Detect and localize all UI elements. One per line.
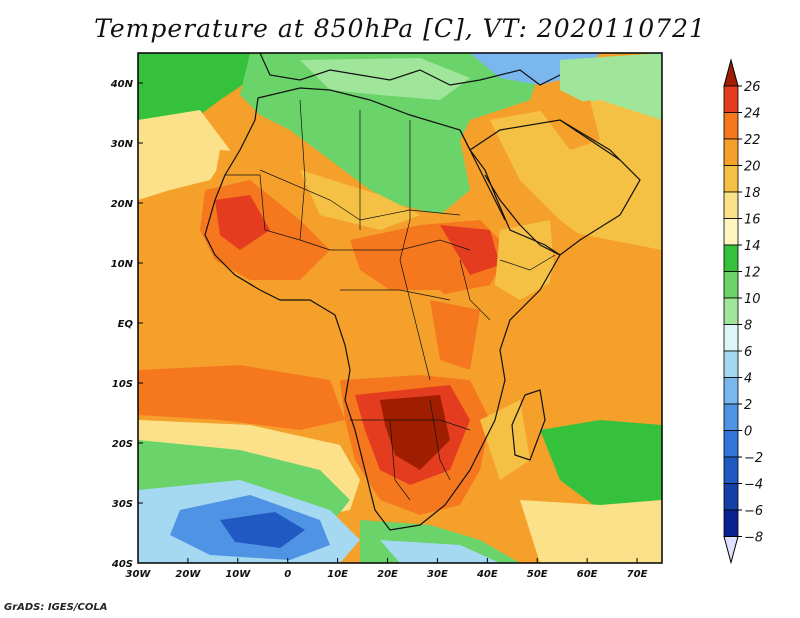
lon-tick-label: 10W <box>225 569 251 580</box>
colorbar-top-arrow <box>723 58 739 87</box>
colorbar-swatch <box>723 324 739 352</box>
lon-tick-label: 10E <box>327 569 348 580</box>
colorbar-swatch <box>723 218 739 246</box>
temperature-field-south-atlantic-deep-blue <box>220 512 305 548</box>
colorbar-label: 2 <box>744 398 752 413</box>
coastlines <box>204 53 641 531</box>
colorbar-label: 8 <box>744 319 752 334</box>
temperature-field-indian-ocean-mild <box>520 500 662 563</box>
europe-coastline <box>259 53 561 86</box>
colorbar-swatch <box>723 297 739 325</box>
grads-credit: GrADS: IGES/COLA <box>4 602 108 613</box>
colorbar-bottom-arrow <box>723 536 739 565</box>
lat-tick-label: 30S <box>112 499 133 510</box>
colorbar-swatch <box>723 191 739 219</box>
arabia-coastline <box>469 119 641 256</box>
colorbar-swatch <box>723 138 739 166</box>
madagascar-coastline <box>511 389 546 461</box>
colorbar-label: 14 <box>744 239 761 254</box>
colorbar-swatch <box>723 244 739 272</box>
lon-tick-label: 0 <box>284 569 291 580</box>
lat-tick-label: 40N <box>110 79 134 90</box>
colorbar-label: 22 <box>744 133 761 148</box>
border-central-2 <box>399 259 431 381</box>
colorbar-label: 18 <box>744 186 761 201</box>
temperature-field-middle-east <box>560 53 662 120</box>
colorbar-label: −6 <box>744 504 763 519</box>
border-horn <box>499 254 556 271</box>
colorbar-label: −8 <box>744 531 763 546</box>
lat-tick-label: 10N <box>111 259 134 270</box>
lon-tick-label: 20W <box>175 569 201 580</box>
lat-tick-label: 10S <box>112 379 133 390</box>
colorbar-label: 6 <box>744 345 752 360</box>
red-sea-coastline <box>459 129 506 221</box>
colorbar-swatch <box>723 430 739 458</box>
border-southern-3 <box>429 399 451 481</box>
lon-tick-label: 30E <box>427 569 448 580</box>
colorbar-label: 0 <box>744 425 752 440</box>
border-sahara-2 <box>299 99 306 241</box>
lon-tick-label: 20E <box>377 569 398 580</box>
lon-tick-label: 40E <box>476 569 498 580</box>
colorbar-swatch <box>723 403 739 431</box>
lat-tick-label: 20N <box>111 199 134 210</box>
colorbar-label: 10 <box>744 292 761 307</box>
border-west-africa <box>225 174 331 251</box>
colorbar-label: 26 <box>744 80 761 95</box>
colorbar-swatch <box>723 165 739 193</box>
temperature-field-arabia <box>490 100 662 260</box>
lon-tick-label: 50E <box>527 569 548 580</box>
temperature-field-mediterranean <box>240 53 540 215</box>
colorbar-label: 4 <box>744 372 752 387</box>
colorbar-swatch <box>723 85 739 113</box>
colorbar-swatch <box>723 377 739 405</box>
colorbar-swatch <box>723 456 739 484</box>
colorbar-label: 24 <box>744 107 761 122</box>
lat-tick-label: 20S <box>112 439 133 450</box>
lon-tick-label: 70E <box>627 569 648 580</box>
axis-ticks: 30W 20W 10W 0 10E 20E 30E 40E 50E 60E 70E 40N 30N 20N… <box>110 79 648 580</box>
temperature-field-west-africa-hotter <box>215 195 270 250</box>
temperature-field-east-africa <box>430 300 480 370</box>
border-sahel <box>330 239 471 251</box>
temperature-field-ethiopia <box>495 220 555 300</box>
country-borders <box>225 99 556 501</box>
temperature-field-madagascar-channel <box>480 400 530 480</box>
temperature-field-cape-cold <box>380 540 500 563</box>
colorbar-label: −4 <box>744 478 763 493</box>
colorbar-swatch <box>723 483 739 511</box>
temperature-field-arabian-sea <box>540 230 662 420</box>
page-title: Temperature at 850hPa [C], VT: 202011072… <box>94 14 706 43</box>
temperature-field-indian-ocean-green <box>540 420 662 510</box>
map-frame <box>137 52 663 564</box>
lon-tick-label: 30W <box>126 569 152 580</box>
colorbar-label: 12 <box>744 266 761 281</box>
lat-tick-label: 30N <box>111 139 134 150</box>
temperature-field-south-atlantic-band <box>138 365 345 430</box>
temperature-field-canary-waters <box>138 110 230 200</box>
africa-coastline <box>204 87 561 531</box>
lon-tick-label: 60E <box>577 569 598 580</box>
lat-tick-label: 40S <box>111 559 133 570</box>
persian-gulf-coastline <box>559 119 621 161</box>
colorbar-swatch <box>723 112 739 140</box>
border-sahara-4 <box>399 120 411 261</box>
temperature-field-arabia-warm <box>540 100 600 150</box>
border-central-1 <box>340 289 451 301</box>
lat-tick-label: EQ <box>118 319 134 330</box>
colorbar-label: 20 <box>744 160 761 175</box>
colorbar-swatch <box>723 350 739 378</box>
border-southern-2 <box>389 419 411 501</box>
border-southern-1 <box>350 419 471 431</box>
colorbar-swatch <box>723 271 739 299</box>
colorbar-label: 16 <box>744 213 761 228</box>
colorbar-label: −2 <box>744 451 763 466</box>
colorbar-swatch <box>723 509 739 537</box>
border-east-1 <box>459 259 491 321</box>
